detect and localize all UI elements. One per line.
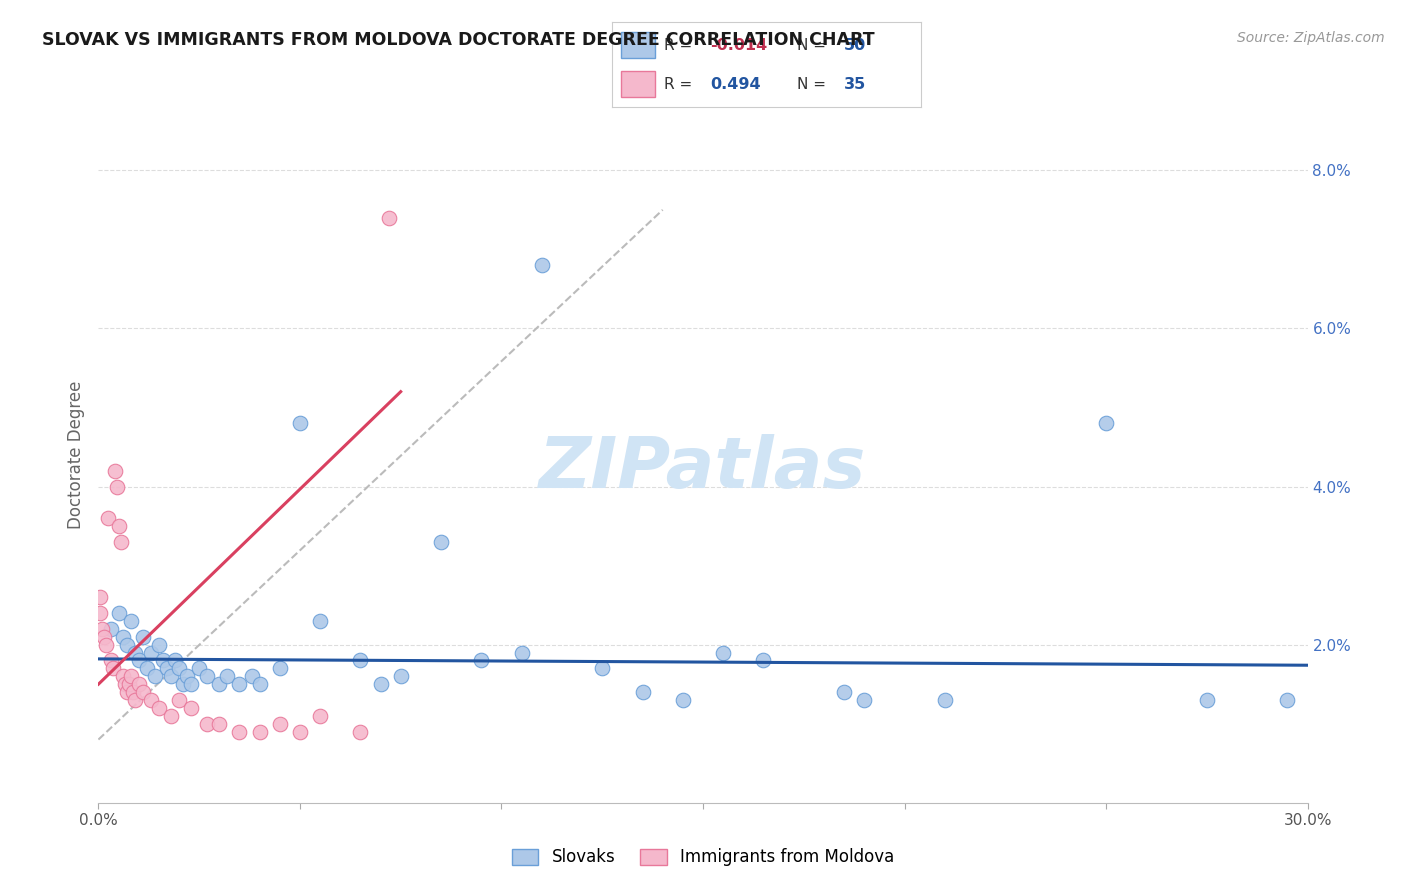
Point <box>195 669 218 683</box>
Text: -0.014: -0.014 <box>710 37 768 53</box>
Point <box>752 653 775 667</box>
Point <box>120 614 142 628</box>
Point <box>160 708 183 723</box>
Point <box>107 606 129 620</box>
Point <box>1277 693 1299 707</box>
Point <box>93 630 115 644</box>
Point <box>228 677 250 691</box>
Point <box>228 724 250 739</box>
Point <box>349 653 371 667</box>
Point <box>208 716 231 731</box>
Point <box>118 677 141 691</box>
Point <box>89 606 111 620</box>
Point <box>510 646 533 660</box>
Point <box>269 661 291 675</box>
Text: N =: N = <box>797 77 827 92</box>
Point <box>377 211 399 225</box>
Text: ZIPatlas: ZIPatlas <box>540 434 866 503</box>
Point <box>152 653 174 667</box>
Point <box>180 677 202 691</box>
Point <box>208 677 231 691</box>
Point <box>934 693 956 707</box>
Point <box>853 693 876 707</box>
Point <box>100 622 122 636</box>
Point <box>114 677 136 691</box>
Point <box>124 693 146 707</box>
Point <box>180 701 202 715</box>
Text: R =: R = <box>664 37 692 53</box>
Point <box>591 661 613 675</box>
Point <box>188 661 211 675</box>
Point <box>124 646 146 660</box>
Point <box>269 716 291 731</box>
Point <box>195 716 218 731</box>
Point <box>288 417 311 431</box>
Point <box>309 614 332 628</box>
Point <box>101 661 124 675</box>
Point <box>711 646 734 660</box>
Text: N =: N = <box>797 37 827 53</box>
Point <box>389 669 412 683</box>
Point <box>139 646 162 660</box>
Point <box>240 669 263 683</box>
Point <box>163 653 186 667</box>
Point <box>115 638 138 652</box>
Y-axis label: Doctorate Degree: Doctorate Degree <box>67 381 86 529</box>
Point <box>430 535 453 549</box>
Point <box>105 479 128 493</box>
Point <box>530 258 553 272</box>
Point <box>148 701 170 715</box>
Point <box>121 685 143 699</box>
Point <box>91 622 114 636</box>
Point <box>100 653 122 667</box>
Point <box>309 708 332 723</box>
Point <box>167 693 190 707</box>
Point <box>89 591 111 605</box>
Point <box>370 677 392 691</box>
Point <box>176 669 198 683</box>
Text: SLOVAK VS IMMIGRANTS FROM MOLDOVA DOCTORATE DEGREE CORRELATION CHART: SLOVAK VS IMMIGRANTS FROM MOLDOVA DOCTOR… <box>42 31 875 49</box>
Text: 50: 50 <box>844 37 866 53</box>
Point <box>349 724 371 739</box>
Point <box>148 638 170 652</box>
Point <box>672 693 695 707</box>
Point <box>1195 693 1218 707</box>
Text: R =: R = <box>664 77 692 92</box>
Point <box>631 685 654 699</box>
Point <box>110 535 132 549</box>
Point <box>135 661 157 675</box>
Point <box>111 630 134 644</box>
Text: 0.494: 0.494 <box>710 77 761 92</box>
Point <box>111 669 134 683</box>
Point <box>470 653 492 667</box>
Point <box>103 464 125 478</box>
Point <box>120 669 142 683</box>
Point <box>97 511 120 525</box>
Point <box>832 685 855 699</box>
Point <box>156 661 179 675</box>
Point <box>132 685 155 699</box>
Point <box>139 693 162 707</box>
Point <box>1095 417 1118 431</box>
Point <box>167 661 190 675</box>
Point <box>128 677 150 691</box>
Point <box>128 653 150 667</box>
Legend: Slovaks, Immigrants from Moldova: Slovaks, Immigrants from Moldova <box>503 840 903 875</box>
Point <box>288 724 311 739</box>
Point <box>143 669 166 683</box>
Text: Source: ZipAtlas.com: Source: ZipAtlas.com <box>1237 31 1385 45</box>
FancyBboxPatch shape <box>621 32 655 58</box>
Point <box>115 685 138 699</box>
Point <box>217 669 239 683</box>
Point <box>160 669 183 683</box>
Point <box>96 638 118 652</box>
Point <box>172 677 194 691</box>
Point <box>132 630 155 644</box>
Point <box>249 677 271 691</box>
Point <box>249 724 271 739</box>
FancyBboxPatch shape <box>621 71 655 97</box>
Text: 35: 35 <box>844 77 866 92</box>
Point <box>107 519 129 533</box>
